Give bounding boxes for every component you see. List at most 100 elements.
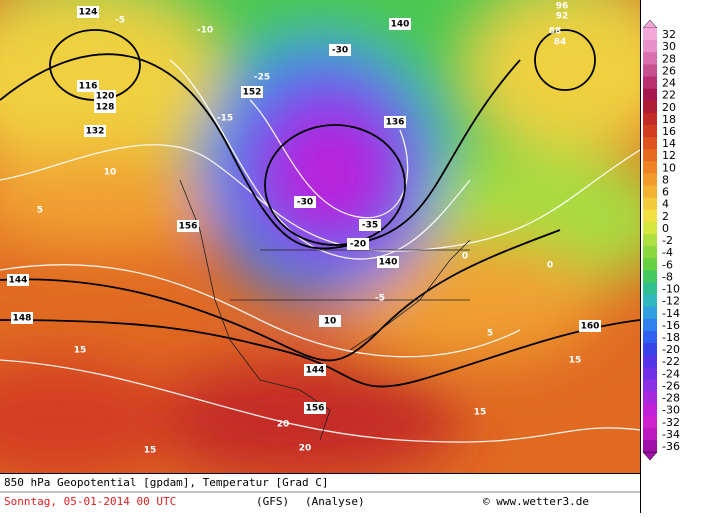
colorbar-label: -14: [662, 307, 680, 320]
colorbar-label: 16: [662, 125, 676, 138]
contour-label: 136: [386, 118, 405, 128]
contour-label: 140: [391, 20, 410, 30]
colorbar-swatch: [643, 318, 657, 332]
label-box: [84, 125, 106, 137]
colorbar-swatch: [643, 258, 657, 271]
colorbar-swatch: [643, 355, 657, 368]
colorbar-swatch: [643, 100, 657, 114]
colorbar-label: 24: [662, 77, 676, 90]
contour-label: 15: [569, 356, 582, 366]
contour-label: -15: [217, 114, 233, 124]
colorbar-label: 0: [662, 222, 669, 235]
colorbar-swatch: [643, 149, 657, 162]
contour-label: 156: [306, 404, 325, 414]
label-box: [241, 86, 263, 98]
colorbar-swatch: [643, 306, 657, 320]
label-box: [11, 312, 33, 324]
colorbar-swatch: [643, 415, 657, 429]
label-box: [384, 116, 406, 128]
colorbar-swatch: [643, 221, 657, 235]
contour-label: 128: [96, 103, 115, 113]
label-box: [304, 364, 326, 376]
contour-label: 160: [581, 322, 600, 332]
contour-label: 116: [79, 82, 98, 92]
contour-label: 20: [277, 420, 290, 430]
label-box: [77, 80, 99, 92]
label-box: [304, 402, 326, 414]
colorbar-label: -18: [662, 331, 680, 344]
colorbar-label: -20: [662, 343, 680, 356]
colorbar-swatch: [643, 76, 657, 90]
colorbar-swatch: [643, 367, 657, 380]
colorbar-label: 18: [662, 113, 676, 126]
colorbar-label: 32: [662, 28, 676, 41]
colorbar-swatch: [643, 234, 657, 247]
colorbar-swatch: [643, 64, 657, 77]
colorbar-label: 6: [662, 186, 669, 199]
contour-label: 152: [243, 88, 262, 98]
colorbar-label: -6: [662, 258, 673, 271]
label-box: [294, 196, 316, 208]
contour-label: 15: [74, 346, 87, 356]
colorbar-label: -22: [662, 355, 680, 368]
colorbar-label: -10: [662, 283, 680, 296]
contour-label: 148: [13, 314, 32, 324]
colorbar-swatch: [643, 330, 657, 344]
model: (GFS): [256, 495, 289, 508]
colorbar-label: 14: [662, 137, 676, 150]
label-box: [94, 90, 116, 102]
colorbar-label: -28: [662, 392, 680, 405]
contour-label: -35: [362, 221, 378, 231]
colorbar-swatch: [643, 52, 657, 65]
label-box: [319, 315, 341, 327]
colorbar-swatch: [643, 112, 657, 126]
colorbar-label: 10: [662, 161, 676, 174]
colorbar-swatch: [643, 343, 657, 356]
colorbar-label: -16: [662, 319, 680, 332]
colorbar-label: -8: [662, 270, 673, 283]
colorbar-swatch: [643, 209, 657, 223]
run: (Analyse): [305, 495, 365, 508]
colorbar-label: 22: [662, 89, 676, 102]
colorbar-label: -2: [662, 234, 673, 247]
colorbar-label: -34: [662, 428, 680, 441]
contour-label: 5: [37, 206, 43, 216]
contour-label: -5: [375, 294, 385, 304]
contour-label: 10: [324, 317, 337, 327]
colorbar-label: 30: [662, 40, 676, 53]
colorbar-swatch: [643, 391, 657, 405]
label-box: [347, 238, 369, 250]
label-box: [7, 274, 29, 286]
contour-label: 88: [549, 27, 562, 37]
contour-label: 5: [487, 329, 493, 339]
contour-label: 120: [96, 92, 115, 102]
colorbar-swatch: [643, 403, 657, 417]
colorbar-swatch: [643, 88, 657, 102]
label-box: [329, 44, 351, 56]
contour-label: 96: [556, 2, 569, 12]
colorbar-label: 8: [662, 173, 669, 186]
colorbar-swatch: [643, 124, 657, 138]
colorbar-label: 4: [662, 198, 669, 211]
contour-label: 0: [462, 252, 468, 262]
colorbar-label: 28: [662, 52, 676, 65]
colorbar-swatch: [643, 161, 657, 174]
label-box: [94, 101, 116, 113]
colorbar-label: -26: [662, 379, 680, 392]
contour-label: 144: [9, 276, 28, 286]
contour-label: 15: [144, 446, 157, 456]
colorbar-label: -24: [662, 367, 680, 380]
contour-label: 20: [299, 444, 312, 454]
contour-label: 92: [556, 12, 569, 22]
label-box: [177, 220, 199, 232]
colorbar-label: 20: [662, 101, 676, 114]
credit: © www.wetter3.de: [483, 495, 589, 508]
colorbar-arrow: [642, 19, 658, 29]
contour-label: -20: [350, 240, 366, 250]
contour-label: 124: [79, 8, 98, 18]
caption: 850 hPa Geopotential [gpdam], Temperatur…: [4, 476, 329, 489]
colorbar-label: -36: [662, 440, 680, 453]
contour-label: 140: [379, 258, 398, 268]
